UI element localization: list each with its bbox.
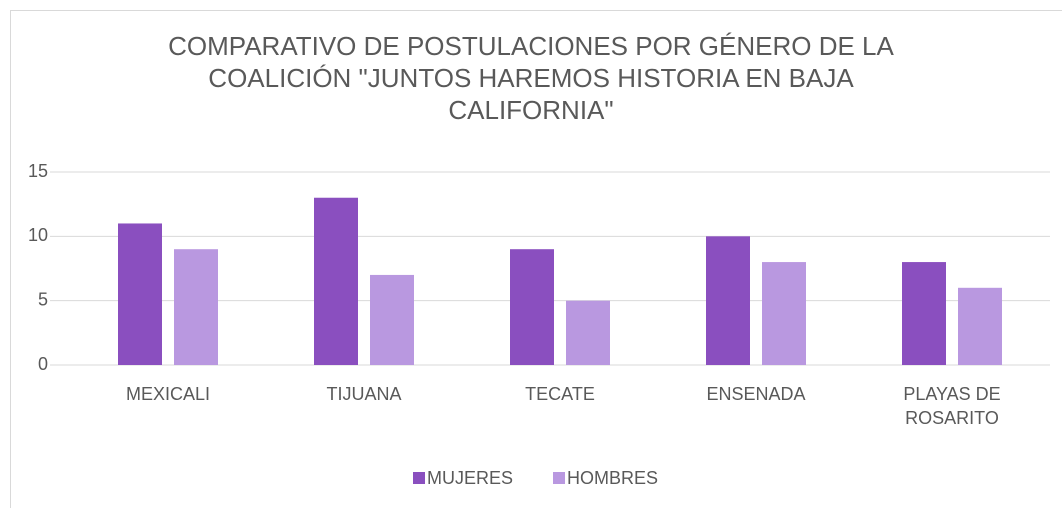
legend-label: MUJERES (427, 468, 514, 488)
bar (958, 287, 1002, 365)
bar (762, 262, 806, 365)
legend-swatch (413, 472, 425, 484)
chart-title: COMPARATIVO DE POSTULACIONES POR GÉNERO … (168, 31, 894, 125)
chart-border (10, 10, 1062, 508)
y-tick-label: 0 (38, 354, 48, 374)
y-tick-label: 5 (38, 289, 48, 309)
bar (370, 274, 414, 365)
bar (566, 300, 610, 365)
bar (314, 197, 358, 365)
x-tick-label: TIJUANA (326, 384, 402, 404)
bar (902, 262, 946, 365)
bar (118, 223, 162, 365)
x-tick-label: TECATE (525, 384, 595, 404)
legend-label: HOMBRES (567, 468, 659, 488)
y-tick-label: 15 (28, 161, 48, 181)
x-tick-label: PLAYAS DE ROSARITO (903, 384, 1001, 428)
bar (706, 236, 750, 365)
bar (510, 249, 554, 365)
legend-swatch (553, 472, 565, 484)
y-tick-label: 10 (28, 225, 48, 245)
x-tick-label: ENSENADA (706, 384, 806, 404)
x-tick-label: MEXICALI (125, 384, 211, 404)
bar (174, 249, 218, 365)
